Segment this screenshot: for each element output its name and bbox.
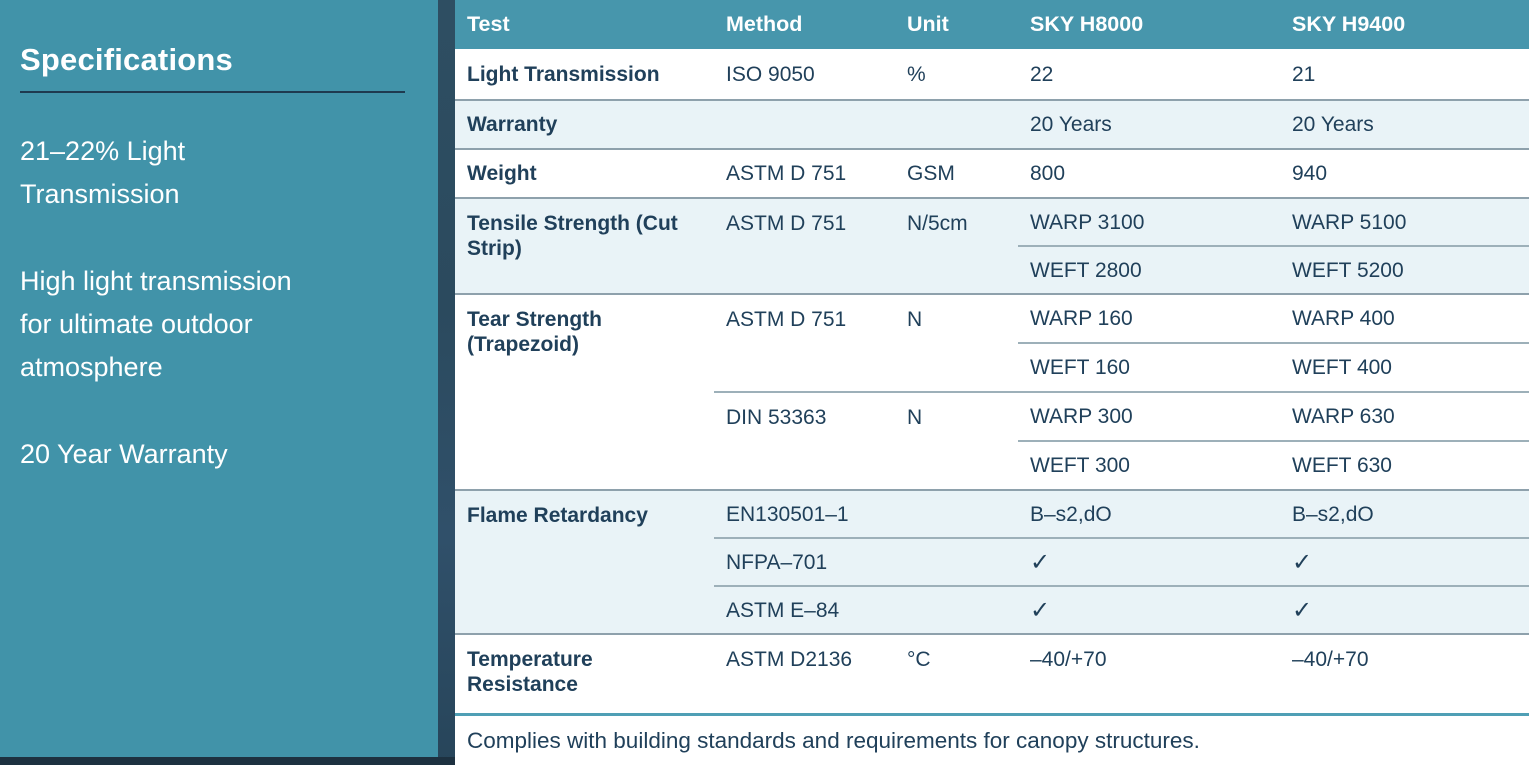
flame-unit-empty: [895, 585, 1018, 633]
tear-unit-astm: N: [895, 293, 1018, 391]
tear-method-astm: ASTM D 751: [714, 293, 895, 391]
panel-paragraph-light-transmission: 21–22% Light Transmission: [20, 130, 414, 216]
tear-method-din: DIN 53363: [714, 391, 895, 489]
tear-din-warp-h8000: WARP 300: [1018, 391, 1280, 440]
flame-nfpa-h9400-checkmark: ✓: [1280, 537, 1529, 585]
paragraph-line: Transmission: [20, 179, 180, 209]
flame-astm-h8000-checkmark: ✓: [1018, 585, 1280, 633]
warranty-unit-empty: [895, 99, 1018, 148]
weight-h9400: 940: [1280, 148, 1529, 197]
flame-en-h8000: B–s2,dO: [1018, 489, 1280, 537]
paragraph-line: 21–22% Light: [20, 136, 186, 166]
panel-title: Specifications: [20, 42, 233, 77]
warranty-h9400: 20 Years: [1280, 99, 1529, 148]
tensile-weft-h9400: WEFT 5200: [1280, 245, 1529, 293]
flame-method-astm: ASTM E–84: [714, 585, 895, 633]
tear-strength-label: Tear Strength (Trapezoid): [455, 293, 714, 489]
light-transmission-label: Light Transmission: [467, 62, 660, 86]
tear-unit-din: N: [895, 391, 1018, 489]
tear-din-weft-h8000: WEFT 300: [1018, 440, 1280, 489]
warranty-label: Warranty: [455, 99, 714, 148]
col-header-test: Test: [455, 0, 714, 49]
col-header-sky-h9400: SKY H9400: [1280, 0, 1529, 49]
paragraph-line: High light transmission: [20, 266, 292, 296]
temperature-resistance-h8000: –40/+70: [1018, 633, 1280, 713]
flame-en-h9400: B–s2,dO: [1280, 489, 1529, 537]
panel-paragraph-high-light: High light transmission for ultimate out…: [20, 260, 414, 389]
tensile-warp-h9400: WARP 5100: [1280, 197, 1529, 245]
tensile-weft-h8000: WEFT 2800: [1018, 245, 1280, 293]
light-transmission-h8000: 22: [1030, 62, 1054, 86]
specifications-panel: Specifications 21–22% Light Transmission…: [0, 0, 438, 757]
temperature-resistance-label: Temperature Resistance: [455, 633, 714, 713]
tear-din-warp-h9400: WARP 630: [1280, 391, 1529, 440]
spec-table: Test Method Unit SKY H8000 SKY H9400 Lig…: [455, 0, 1529, 765]
col-header-unit: Unit: [895, 0, 1018, 49]
compliance-footnote: Complies with building standards and req…: [455, 713, 1529, 765]
paragraph-line: for ultimate outdoor: [20, 309, 253, 339]
tear-astm-warp-h8000: WARP 160: [1018, 293, 1280, 342]
title-underline: [20, 91, 405, 93]
temperature-resistance-unit: °C: [895, 633, 1018, 713]
panel-paragraph-warranty: 20 Year Warranty: [20, 433, 414, 476]
tensile-warp-h8000: WARP 3100: [1018, 197, 1280, 245]
flame-astm-h9400-checkmark: ✓: [1280, 585, 1529, 633]
tear-astm-weft-h9400: WEFT 400: [1280, 342, 1529, 391]
background-divider-strip: [438, 0, 455, 765]
flame-unit-empty: [895, 489, 1018, 537]
weight-unit: GSM: [895, 148, 1018, 197]
warranty-method-empty: [714, 99, 895, 148]
light-transmission-unit: %: [907, 62, 926, 86]
warranty-h8000: 20 Years: [1018, 99, 1280, 148]
flame-method-nfpa: NFPA–701: [714, 537, 895, 585]
tensile-strength-unit: N/5cm: [895, 197, 1018, 293]
temperature-resistance-method: ASTM D2136: [714, 633, 895, 713]
weight-method: ASTM D 751: [714, 148, 895, 197]
flame-unit-empty: [895, 537, 1018, 585]
tear-din-weft-h9400: WEFT 630: [1280, 440, 1529, 489]
paragraph-line: 20 Year Warranty: [20, 439, 228, 469]
tear-astm-weft-h8000: WEFT 160: [1018, 342, 1280, 391]
paragraph-line: atmosphere: [20, 352, 163, 382]
col-header-method: Method: [714, 0, 895, 49]
tensile-strength-label: Tensile Strength (Cut Strip): [455, 197, 714, 293]
flame-retardancy-label: Flame Retardancy: [455, 489, 714, 633]
weight-h8000: 800: [1018, 148, 1280, 197]
light-transmission-method: ISO 9050: [726, 62, 815, 86]
bottom-dark-bar: [0, 757, 455, 765]
col-header-sky-h8000: SKY H8000: [1018, 0, 1280, 49]
light-transmission-h9400: 21: [1292, 62, 1316, 86]
tensile-strength-method: ASTM D 751: [714, 197, 895, 293]
weight-label: Weight: [455, 148, 714, 197]
flame-nfpa-h8000-checkmark: ✓: [1018, 537, 1280, 585]
temperature-resistance-h9400: –40/+70: [1280, 633, 1529, 713]
flame-method-en: EN130501–1: [714, 489, 895, 537]
tear-astm-warp-h9400: WARP 400: [1280, 293, 1529, 342]
